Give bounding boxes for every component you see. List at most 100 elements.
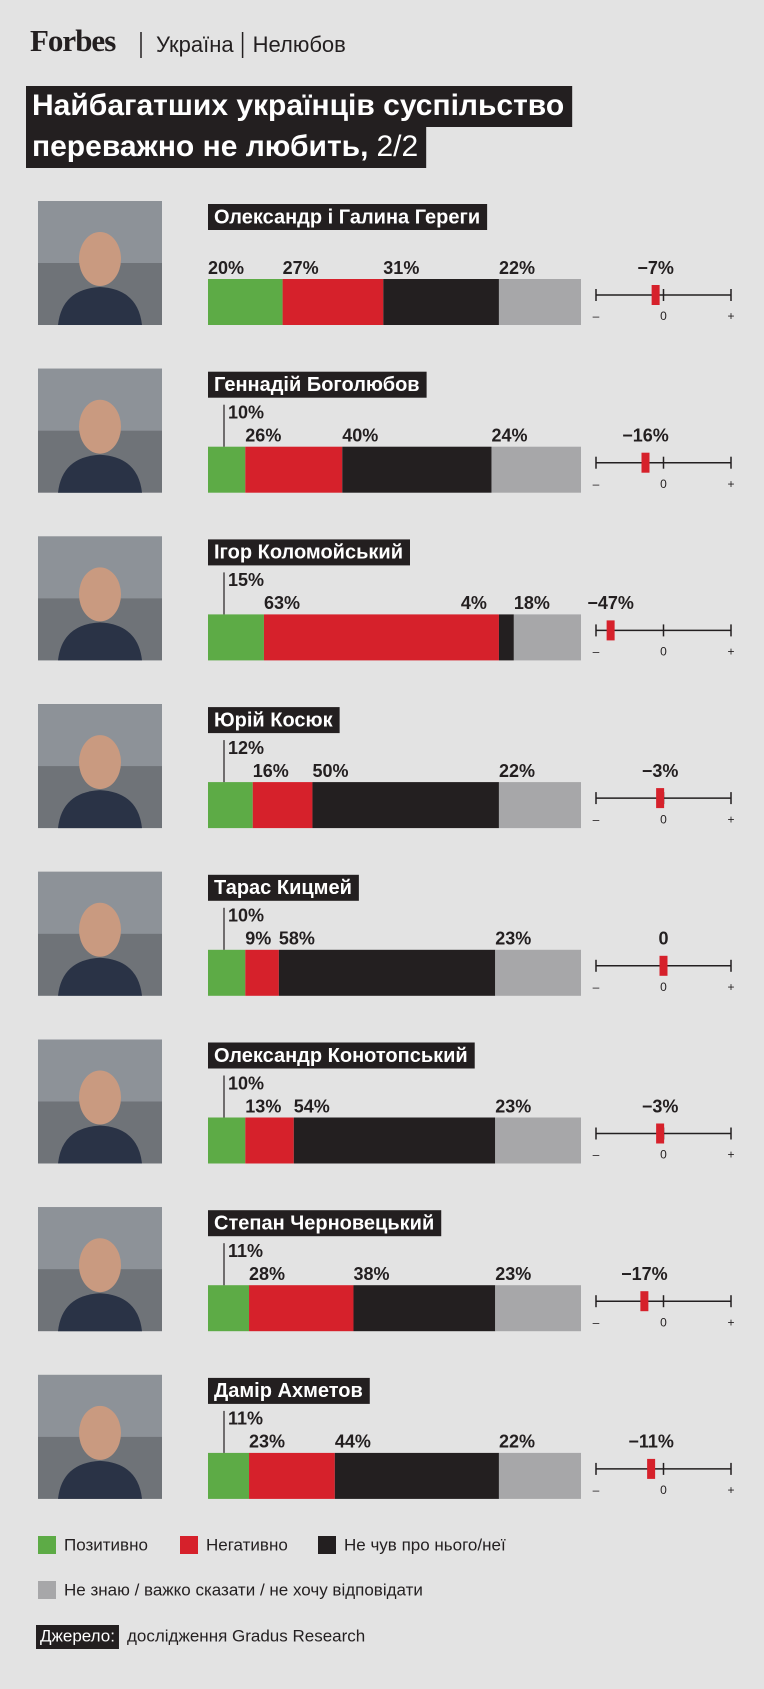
value-label: 15% xyxy=(228,570,264,590)
net-label: −47% xyxy=(587,593,634,613)
bar-segment xyxy=(334,1452,499,1499)
net-label: −16% xyxy=(622,425,669,445)
bar-segment xyxy=(208,614,264,661)
value-label: 23% xyxy=(495,1264,531,1284)
name-box xyxy=(208,204,488,230)
value-label: 28% xyxy=(249,1264,285,1284)
value-label: 22% xyxy=(499,1432,535,1452)
value-label: 18% xyxy=(514,593,550,613)
name-box xyxy=(208,371,427,398)
bar-segment xyxy=(252,782,313,829)
photo-face xyxy=(79,232,121,286)
bar-segment xyxy=(245,446,343,493)
net-tick-label: – xyxy=(593,1483,600,1497)
name-box xyxy=(208,1377,370,1404)
bar-segment xyxy=(263,614,499,661)
bar-segment xyxy=(245,949,279,996)
net-tick-label: – xyxy=(593,1315,600,1329)
net-marker xyxy=(656,1123,665,1144)
bar-segment xyxy=(208,1452,250,1499)
net-tick-label: – xyxy=(593,645,600,659)
net-tick-label: + xyxy=(727,812,734,826)
net-tick-label: + xyxy=(727,1315,734,1329)
legend-label: Позитивно xyxy=(64,1535,148,1554)
photo-person xyxy=(58,622,142,661)
bar-segment xyxy=(208,949,246,996)
value-label: 44% xyxy=(335,1432,371,1452)
bar-segment xyxy=(495,1285,581,1332)
person-name: Юрій Косюк xyxy=(214,709,334,731)
legend-swatch xyxy=(318,1536,336,1554)
photo-person xyxy=(58,957,142,996)
bar-segment xyxy=(513,614,581,661)
net-tick-label: – xyxy=(593,980,600,994)
net-label: −3% xyxy=(642,1096,679,1116)
bar-segment xyxy=(383,279,499,325)
net-tick-label: + xyxy=(727,645,734,659)
legend-swatch xyxy=(38,1581,56,1599)
source-label: Джерело: xyxy=(40,1626,115,1645)
net-tick-label: – xyxy=(593,812,600,826)
net-marker xyxy=(656,788,665,809)
bar-segment xyxy=(353,1285,496,1332)
photo-person xyxy=(58,1293,142,1332)
photo-person xyxy=(58,1125,142,1164)
legend-label: Не чув про нього/неї xyxy=(344,1535,506,1554)
net-tick-label: 0 xyxy=(660,980,667,994)
bar-segment xyxy=(312,782,499,829)
value-label: 31% xyxy=(383,258,419,278)
bar-segment xyxy=(498,279,581,325)
value-label: 23% xyxy=(249,1432,285,1452)
value-label: 58% xyxy=(279,929,315,949)
net-tick-label: 0 xyxy=(660,645,667,659)
photo-person xyxy=(58,287,142,325)
title-box xyxy=(26,86,573,127)
photo-face xyxy=(79,1070,121,1125)
photo-face xyxy=(79,902,121,957)
legend-label: Не знаю / важко сказати / не хочу відпов… xyxy=(64,1580,423,1599)
net-marker xyxy=(647,1458,656,1479)
value-label: 22% xyxy=(499,761,535,781)
net-marker xyxy=(651,285,660,305)
bar-segment xyxy=(208,446,246,493)
legend-swatch xyxy=(180,1536,198,1554)
person-name: Олександр і Галина Гереги xyxy=(214,206,480,228)
source-text: дослідження Gradus Research xyxy=(127,1626,365,1645)
topic: Нелюбов xyxy=(253,32,346,57)
photo-face xyxy=(79,399,121,454)
value-label: 4% xyxy=(461,593,487,613)
person-name: Ігор Коломойський xyxy=(214,542,403,564)
bar-segment xyxy=(208,782,253,829)
bar-segment xyxy=(208,1117,246,1164)
net-tick-label: + xyxy=(727,309,734,323)
value-label: 22% xyxy=(499,258,535,278)
value-label: 10% xyxy=(228,1073,264,1093)
value-label: 23% xyxy=(495,1096,531,1116)
bar-segment xyxy=(282,279,384,325)
net-tick-label: – xyxy=(593,309,600,323)
person-name: Тарас Кицмей xyxy=(214,877,352,899)
net-label: −3% xyxy=(642,761,679,781)
photo-face xyxy=(79,1405,121,1460)
value-label: 50% xyxy=(312,761,348,781)
name-box xyxy=(208,1210,442,1237)
bar-segment xyxy=(495,949,581,996)
bar-segment xyxy=(249,1452,335,1499)
photo-person xyxy=(58,790,142,829)
bar-segment xyxy=(498,782,581,829)
person-name: Олександр Конотопський xyxy=(214,1045,468,1067)
name-box xyxy=(208,707,340,734)
value-label: 23% xyxy=(495,929,531,949)
net-tick-label: + xyxy=(727,980,734,994)
legend-swatch xyxy=(38,1536,56,1554)
net-tick-label: 0 xyxy=(660,812,667,826)
bar-segment xyxy=(498,1452,581,1499)
value-label: 11% xyxy=(228,1241,263,1261)
value-label: 40% xyxy=(342,425,378,445)
net-label: −11% xyxy=(628,1432,674,1452)
value-label: 10% xyxy=(228,906,264,926)
net-marker xyxy=(659,955,668,976)
net-tick-label: 0 xyxy=(660,477,667,491)
net-marker xyxy=(641,452,650,473)
